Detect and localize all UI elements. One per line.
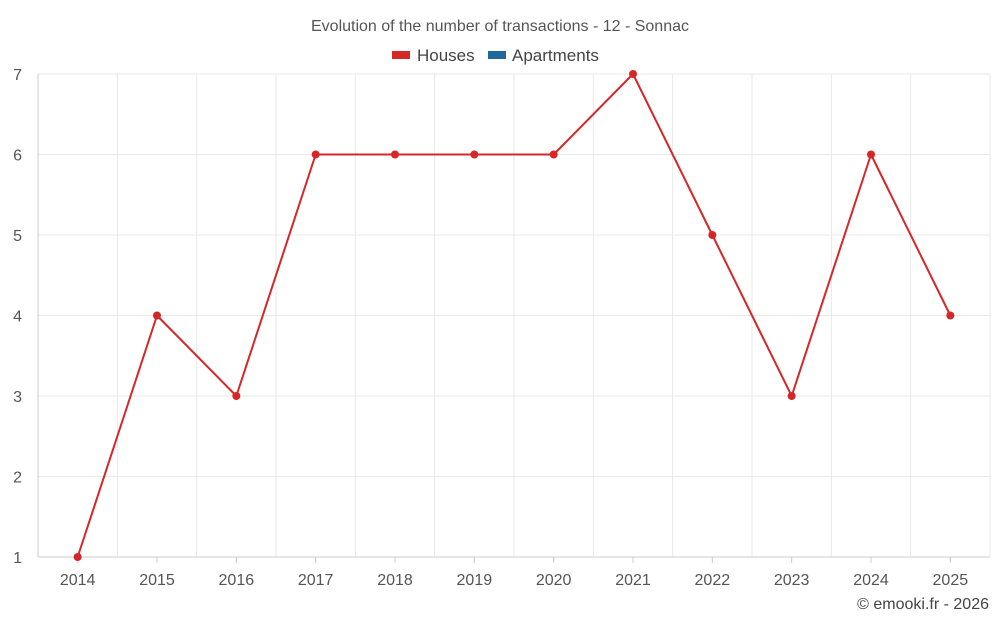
legend-label-houses: Houses xyxy=(417,46,475,65)
y-tick-label: 6 xyxy=(13,148,22,165)
series-line-houses xyxy=(76,73,952,558)
data-point-houses-2014[interactable] xyxy=(73,553,82,561)
legend-item-apartments[interactable]: Apartments xyxy=(488,46,599,65)
x-tick-label: 2020 xyxy=(536,572,572,589)
chart-title: Evolution of the number of transactions … xyxy=(311,18,689,35)
legend-item-houses[interactable]: Houses xyxy=(392,46,475,65)
x-tick-label: 2017 xyxy=(298,572,334,589)
data-point-houses-2016[interactable] xyxy=(232,392,241,400)
series xyxy=(73,70,955,561)
y-tick-label: 5 xyxy=(13,228,22,245)
x-tick-label: 2021 xyxy=(615,572,651,589)
x-tick-label: 2014 xyxy=(60,572,96,589)
x-axis-ticks: 2014 2015 2016 2017 2018 2019 2020 2021 2022 2023… xyxy=(60,557,968,589)
x-tick-label: 2016 xyxy=(219,572,255,589)
x-tick-label: 2025 xyxy=(933,572,969,589)
x-tick-label: 2019 xyxy=(457,572,493,589)
legend-swatch-houses xyxy=(392,51,410,59)
y-tick-label: 2 xyxy=(13,470,22,487)
y-tick-label: 7 xyxy=(13,67,22,84)
legend-swatch-apartments xyxy=(488,51,506,59)
x-tick-label: 2023 xyxy=(774,572,810,589)
data-point-houses-2023[interactable] xyxy=(787,392,796,400)
x-tick-label: 2022 xyxy=(695,572,731,589)
x-tick-label: 2018 xyxy=(377,572,413,589)
legend-label-apartments: Apartments xyxy=(512,46,599,65)
data-point-houses-2018[interactable] xyxy=(391,150,399,159)
credit-text: © emooki.fr - 2026 xyxy=(857,596,989,613)
gridlines xyxy=(37,73,991,558)
x-tick-label: 2024 xyxy=(853,572,889,589)
data-point-houses-2024[interactable] xyxy=(867,150,875,159)
data-point-houses-2025[interactable] xyxy=(946,311,955,320)
data-point-houses-2019[interactable] xyxy=(470,150,479,159)
data-point-houses-2022[interactable] xyxy=(708,231,717,239)
legend[interactable]: Houses Apartments xyxy=(392,46,599,65)
data-point-houses-2015[interactable] xyxy=(153,311,161,320)
axes xyxy=(37,74,990,558)
data-point-houses-2017[interactable] xyxy=(311,150,320,159)
y-tick-label: 1 xyxy=(13,550,22,567)
y-tick-label: 4 xyxy=(13,309,22,326)
data-point-houses-2021[interactable] xyxy=(629,70,637,78)
y-axis-ticks: 1 2 3 4 5 6 7 xyxy=(13,67,22,567)
x-tick-label: 2015 xyxy=(139,572,175,589)
y-tick-label: 3 xyxy=(13,389,22,406)
data-point-houses-2020[interactable] xyxy=(549,150,558,159)
